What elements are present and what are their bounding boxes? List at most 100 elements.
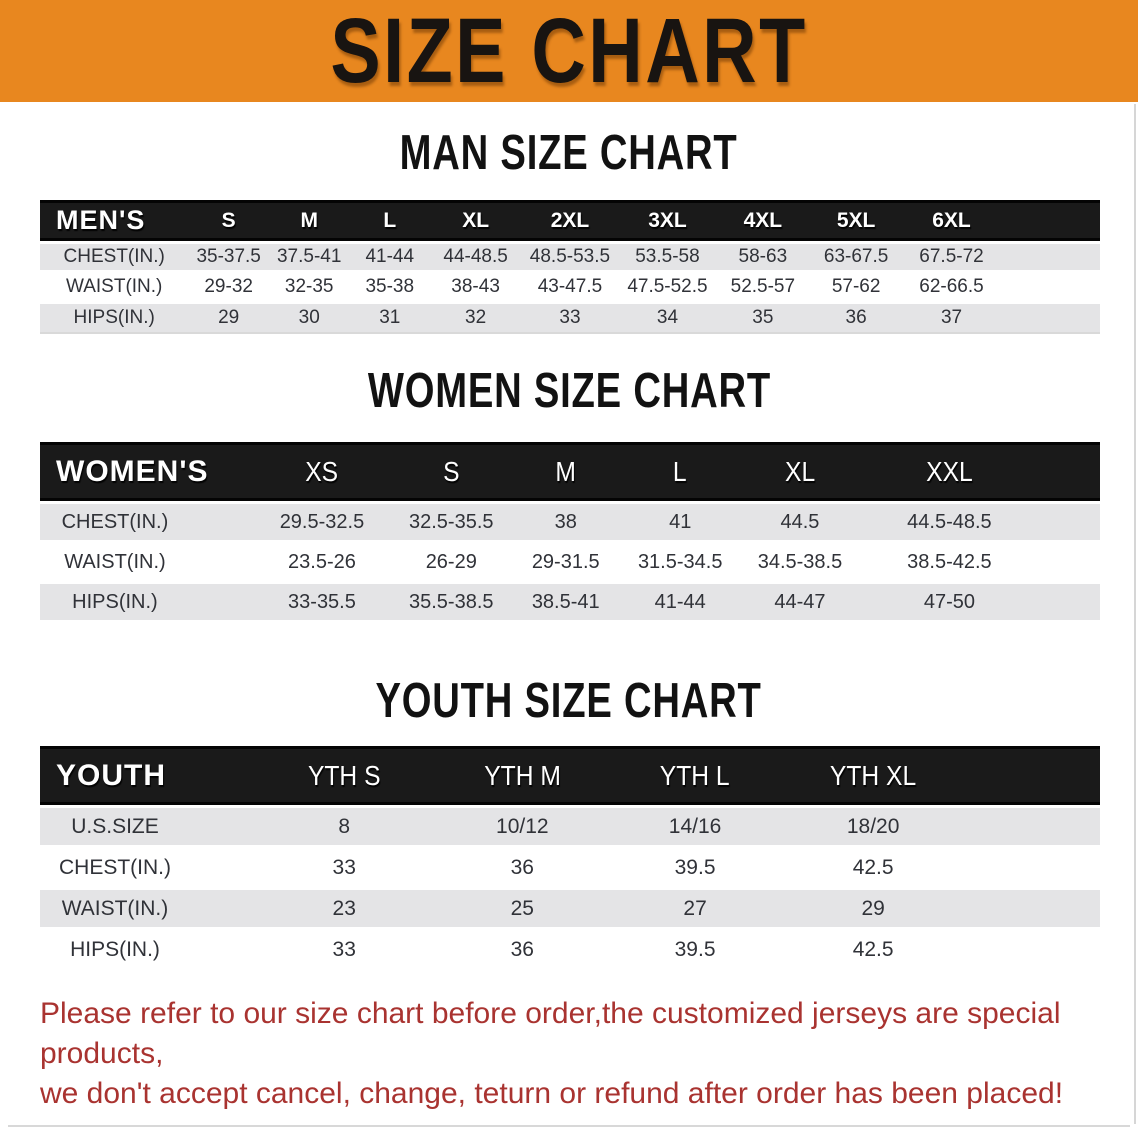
filler-cell (964, 746, 1100, 808)
table-row: HIPS(IN.) 29 30 31 32 33 34 35 36 37 (40, 304, 1100, 334)
size-cell: 36 (436, 931, 609, 972)
size-cell: 14/16 (608, 808, 782, 849)
size-cell: 31 (349, 304, 431, 334)
size-cell: 42.5 (781, 849, 965, 890)
size-cell: 67.5-72 (902, 244, 1001, 274)
row-label: CHEST(IN.) (40, 244, 189, 274)
size-cell: 18/20 (781, 808, 965, 849)
row-label: CHEST(IN.) (40, 849, 252, 890)
men-size-table: MEN'S S M L XL 2XL 3XL 4XL 5XL 6XL CHEST… (40, 200, 1100, 334)
column-header: YTH M (436, 746, 609, 808)
column-header: YTH XL (781, 746, 965, 808)
size-cell: 37 (902, 304, 1001, 334)
size-cell: 39.5 (608, 849, 782, 890)
size-cell: 29.5-32.5 (249, 504, 395, 544)
filler-cell (1036, 442, 1100, 504)
table-row: HIPS(IN.) 33-35.5 35.5-38.5 38.5-41 41-4… (40, 584, 1100, 624)
size-cell: 39.5 (608, 931, 782, 972)
size-cell: 52.5-57 (716, 274, 810, 304)
disclaimer: Please refer to our size chart before or… (40, 994, 1138, 1114)
column-header: S (188, 200, 269, 244)
column-header: XL (737, 442, 863, 504)
table-row: U.S.SIZE 8 10/12 14/16 18/20 (40, 808, 1100, 849)
size-cell: 32-35 (268, 274, 350, 304)
women-section-heading: WOMEN SIZE CHART (0, 362, 1138, 420)
size-cell: 35-37.5 (188, 244, 269, 274)
column-header: XL (430, 200, 522, 244)
size-cell: 57-62 (809, 274, 903, 304)
size-cell: 44.5-48.5 (862, 504, 1037, 544)
youth-section-heading: YOUTH SIZE CHART (0, 672, 1138, 730)
size-cell: 25 (436, 890, 609, 931)
size-cell: 33 (521, 304, 619, 334)
size-cell: 33-35.5 (249, 584, 395, 624)
column-header: YTH L (608, 746, 782, 808)
size-cell: 31.5-34.5 (622, 544, 738, 584)
filler-cell (1000, 274, 1100, 304)
row-label: WAIST(IN.) (40, 890, 252, 931)
row-label: CHEST(IN.) (40, 504, 250, 544)
column-header: S (394, 442, 509, 504)
size-cell: 36 (436, 849, 609, 890)
column-header: L (349, 200, 431, 244)
size-cell: 41 (622, 504, 738, 544)
men-header-row: MEN'S S M L XL 2XL 3XL 4XL 5XL 6XL (40, 200, 1100, 244)
size-cell: 35.5-38.5 (394, 584, 509, 624)
column-header: M (508, 442, 623, 504)
filler-cell (964, 931, 1100, 972)
column-header: 6XL (902, 200, 1001, 244)
women-table-title: WOMEN'S (40, 442, 250, 504)
table-row: WAIST(IN.) 23.5-26 26-29 29-31.5 31.5-34… (40, 544, 1100, 584)
size-cell: 58-63 (716, 244, 810, 274)
size-cell: 38-43 (430, 274, 522, 304)
column-header: M (268, 200, 350, 244)
size-cell: 30 (268, 304, 350, 334)
size-cell: 53.5-58 (618, 244, 717, 274)
size-cell: 23.5-26 (249, 544, 395, 584)
table-row: CHEST(IN.) 35-37.5 37.5-41 41-44 44-48.5… (40, 244, 1100, 274)
size-cell: 29-31.5 (508, 544, 623, 584)
youth-heading-text: YOUTH SIZE CHART (375, 674, 763, 728)
size-cell: 47.5-52.5 (618, 274, 717, 304)
column-header: 3XL (618, 200, 717, 244)
row-label: HIPS(IN.) (40, 584, 250, 624)
column-header: L (622, 442, 738, 504)
size-cell: 38 (508, 504, 623, 544)
size-cell: 63-67.5 (809, 244, 903, 274)
women-size-table: WOMEN'S XS S M L XL XXL CHEST(IN.) 29.5-… (40, 442, 1100, 624)
filler-cell (1036, 544, 1100, 584)
filler-cell (964, 808, 1100, 849)
size-cell: 29 (188, 304, 269, 334)
disclaimer-line-1: Please refer to our size chart before or… (40, 997, 1061, 1070)
youth-size-table: YOUTH YTH S YTH M YTH L YTH XL U.S.SIZE … (40, 746, 1100, 972)
size-cell: 34 (618, 304, 717, 334)
column-header: 5XL (809, 200, 903, 244)
filler-cell (1036, 504, 1100, 544)
men-table-title: MEN'S (40, 200, 189, 244)
women-header-row: WOMEN'S XS S M L XL XXL (40, 442, 1100, 504)
size-cell: 37.5-41 (268, 244, 350, 274)
row-label: WAIST(IN.) (40, 274, 189, 304)
size-cell: 42.5 (781, 931, 965, 972)
filler-cell (964, 890, 1100, 931)
size-cell: 44.5 (737, 504, 863, 544)
size-cell: 33 (252, 849, 437, 890)
column-header: 4XL (716, 200, 810, 244)
size-cell: 35-38 (349, 274, 431, 304)
size-cell: 47-50 (862, 584, 1037, 624)
size-cell: 32 (430, 304, 522, 334)
men-heading-text: MAN SIZE CHART (400, 126, 738, 180)
row-label: U.S.SIZE (40, 808, 252, 849)
table-row: WAIST(IN.) 29-32 32-35 35-38 38-43 43-47… (40, 274, 1100, 304)
size-cell: 34.5-38.5 (737, 544, 863, 584)
size-cell: 43-47.5 (521, 274, 619, 304)
size-cell: 27 (608, 890, 782, 931)
size-cell: 32.5-35.5 (394, 504, 509, 544)
filler-cell (1000, 304, 1100, 334)
filler-cell (964, 849, 1100, 890)
column-header: XXL (862, 442, 1037, 504)
size-cell: 38.5-42.5 (862, 544, 1037, 584)
size-cell: 35 (716, 304, 810, 334)
column-header: XS (249, 442, 395, 504)
